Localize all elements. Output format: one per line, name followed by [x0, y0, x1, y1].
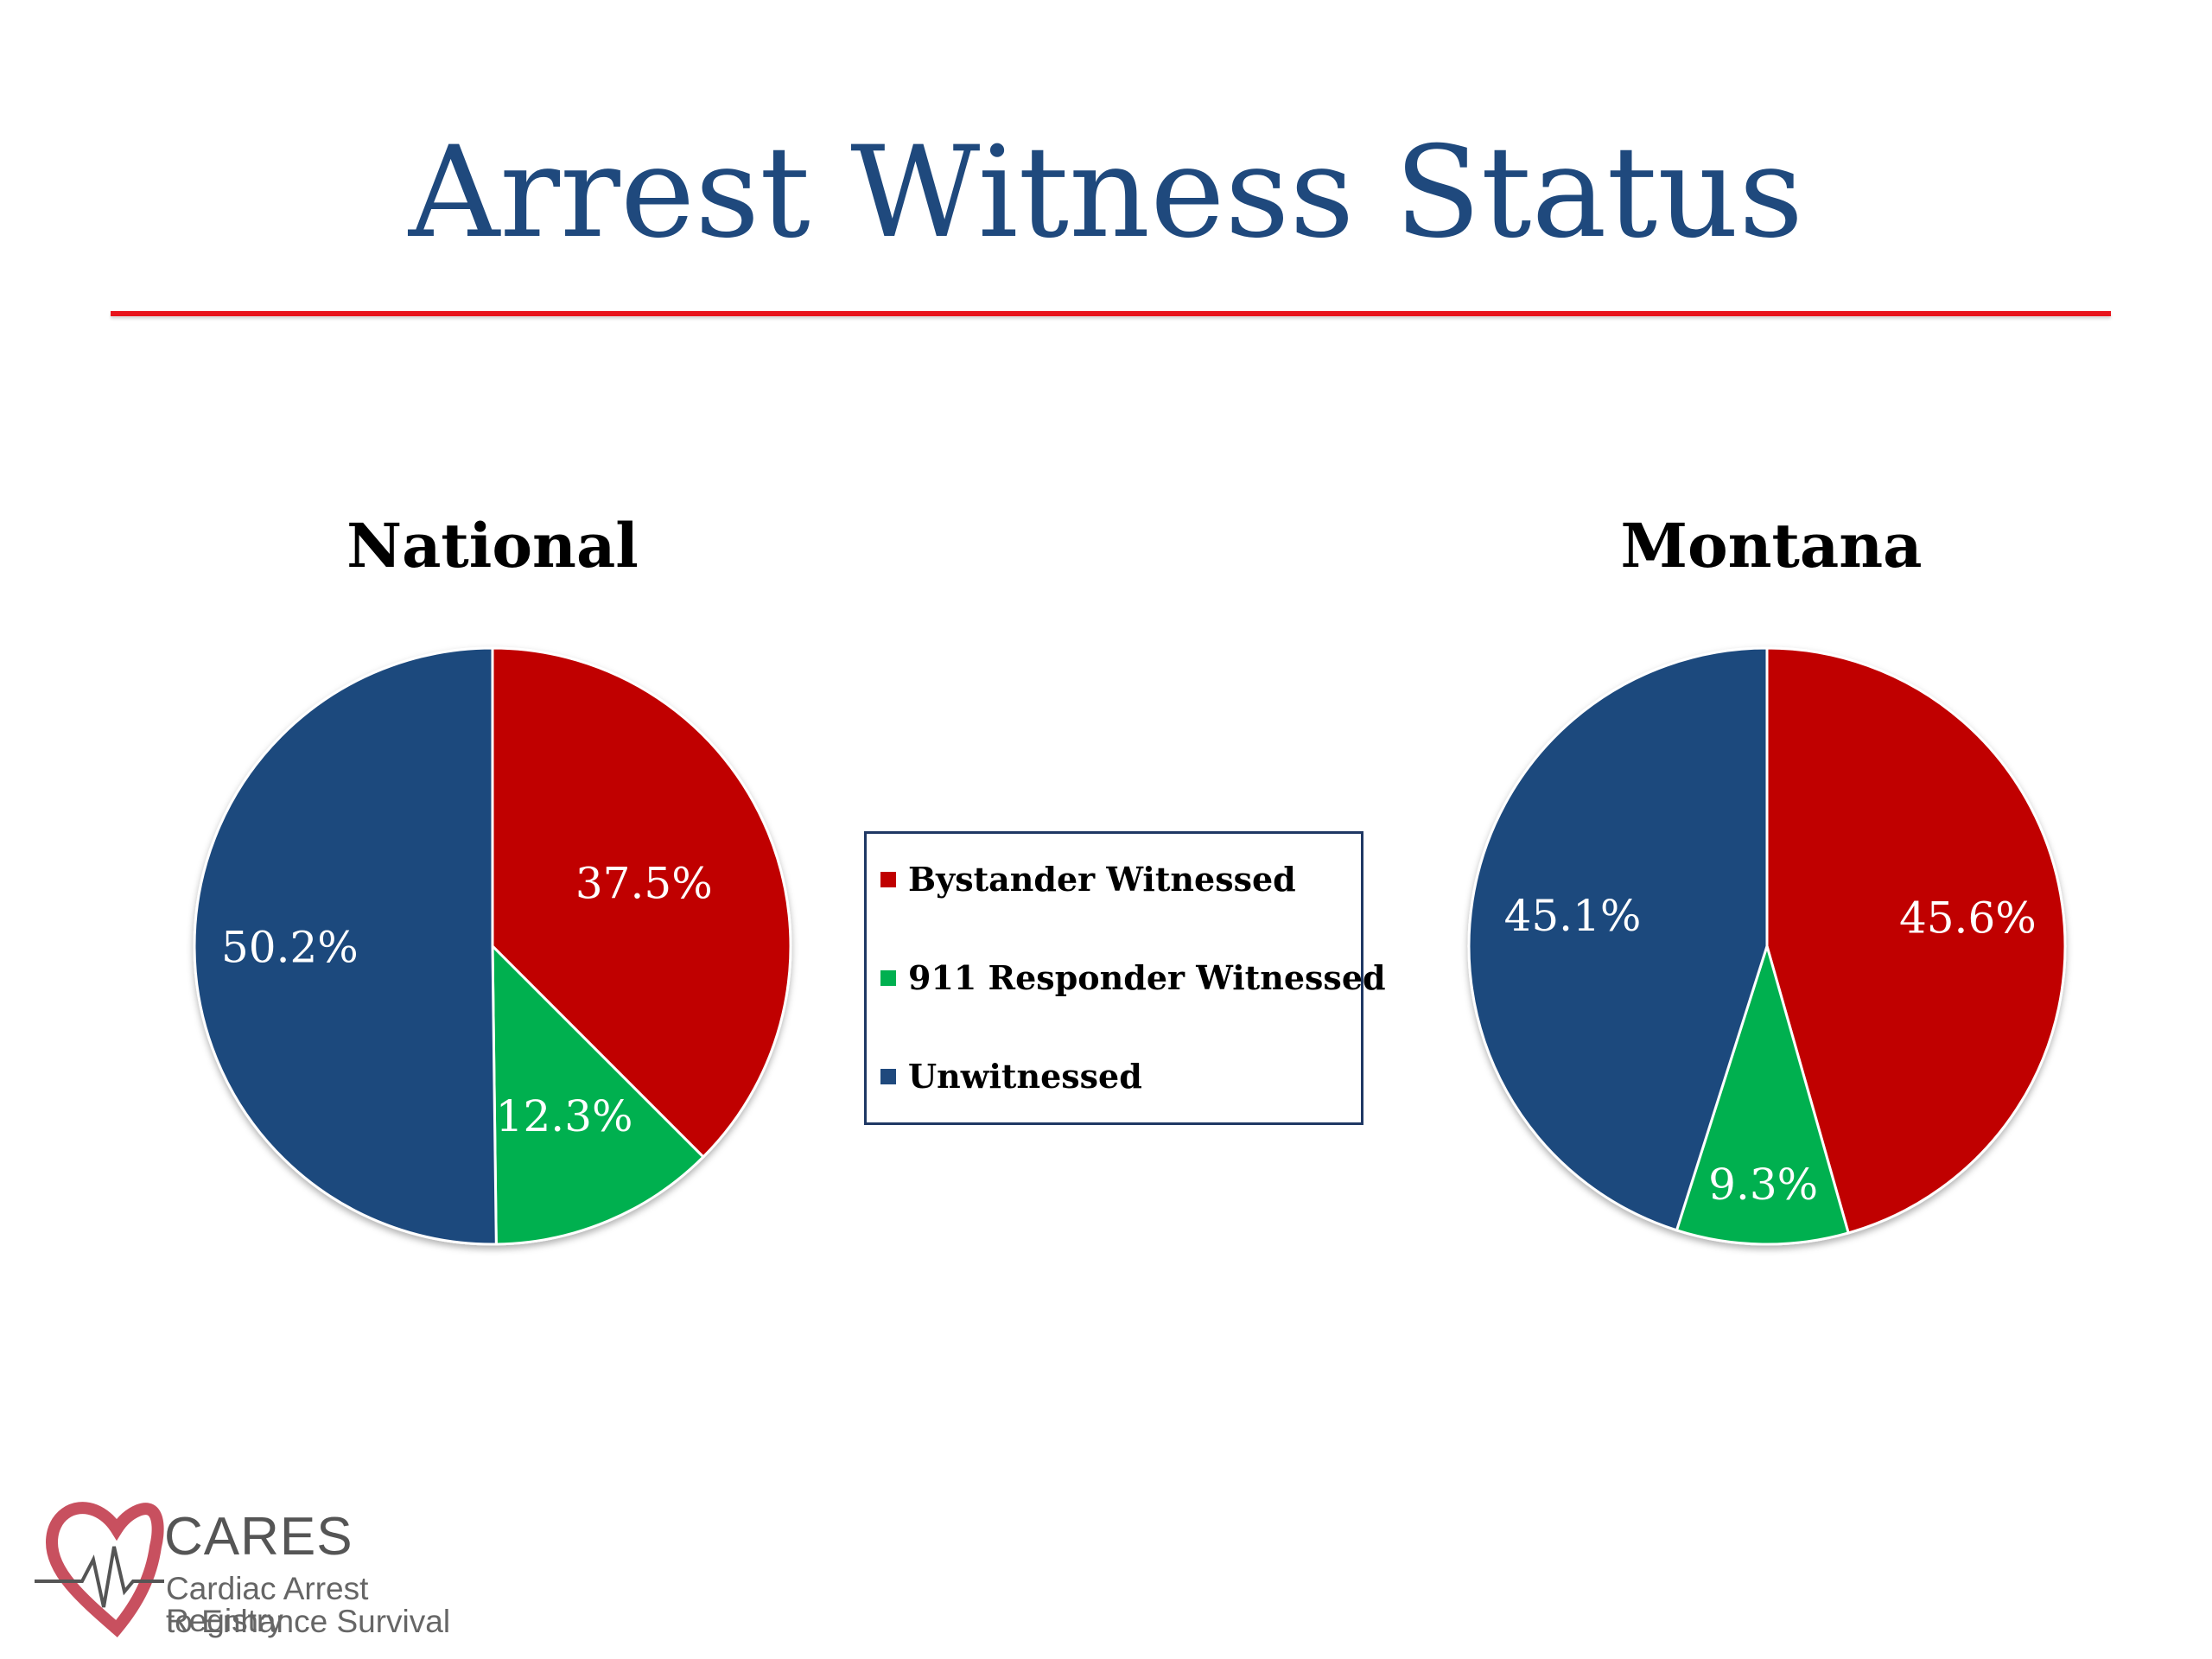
- legend-label-responder: 911 Responder Witnessed: [908, 958, 1386, 997]
- montana-label-unwitnessed: 45.1%: [1504, 891, 1642, 941]
- logo-tagline-2: to Enhance Survival: [166, 1604, 451, 1639]
- montana-label-bystander: 45.6%: [1899, 893, 2037, 944]
- legend-swatch-unwitnessed: [880, 1068, 896, 1084]
- slide-title: Arrest Witness Status: [408, 119, 1804, 266]
- national-slice-unwitnessed: [193, 646, 498, 1246]
- montana-slice-bystander: [1765, 646, 2067, 1235]
- montana-pie-labels: 45.6% 9.3% 45.1%: [1504, 891, 2037, 1210]
- legend-item-bystander: Bystander Witnessed: [880, 860, 1296, 899]
- montana-slice-unwitnessed: [1467, 646, 1769, 1232]
- legend-swatch-responder: [880, 969, 896, 986]
- cares-logo: CARES Cardiac Arrest Registry to Enhance…: [35, 1495, 484, 1642]
- chart-legend: Bystander Witnessed 911 Responder Witnes…: [864, 831, 1386, 1125]
- national-pie-title: National: [346, 510, 639, 582]
- national-slice-bystander: [491, 646, 792, 1160]
- national-pie: [193, 646, 792, 1246]
- legend-swatch-bystander: [880, 871, 896, 887]
- montana-pie-title: Montana: [1620, 510, 1923, 582]
- legend-label-bystander: Bystander Witnessed: [908, 860, 1296, 899]
- legend-label-unwitnessed: Unwitnessed: [908, 1057, 1142, 1096]
- montana-slice-responder: [1675, 941, 1851, 1246]
- national-slice-responder: [491, 943, 706, 1246]
- legend-item-unwitnessed: Unwitnessed: [880, 1057, 1142, 1096]
- legend-item-responder: 911 Responder Witnessed: [880, 958, 1386, 997]
- national-label-responder: 12.3%: [496, 1091, 633, 1141]
- national-label-unwitnessed: 50.2%: [221, 922, 359, 972]
- logo-name: CARES: [164, 1507, 353, 1567]
- national-label-bystander: 37.5%: [575, 858, 713, 908]
- montana-label-responder: 9.3%: [1708, 1160, 1818, 1210]
- heart-ekg-icon: [35, 1502, 164, 1637]
- logo-tagline-1: Cardiac Arrest Registry: [166, 1571, 369, 1638]
- montana-pie: [1467, 646, 2067, 1246]
- national-pie-labels: 37.5% 12.3% 50.2%: [221, 858, 713, 1141]
- title-divider: [111, 311, 2111, 316]
